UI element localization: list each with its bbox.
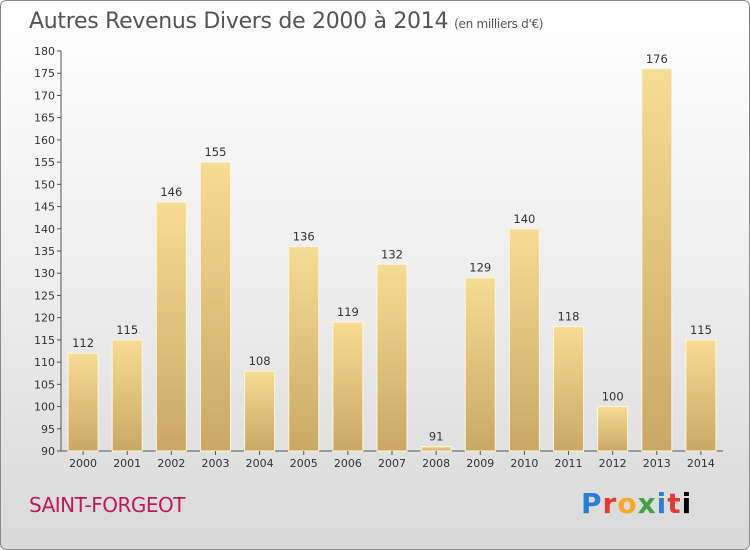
bar: [420, 446, 452, 452]
y-tick-label: 90: [41, 445, 55, 458]
bar-value-label: 100: [602, 390, 624, 404]
y-tick-label: 145: [34, 201, 55, 214]
y-tick-label: 170: [34, 89, 55, 102]
y-tick-label: 175: [34, 67, 55, 80]
bar-value-label: 146: [160, 185, 182, 199]
bar: [199, 161, 231, 452]
x-tick-label: 2010: [510, 457, 538, 470]
bar: [685, 339, 717, 452]
bar-value-label: 176: [646, 52, 668, 66]
y-tick-label: 115: [34, 334, 55, 347]
bar: [508, 228, 540, 452]
bar-value-label: 108: [249, 354, 271, 368]
y-tick-label: 130: [34, 267, 55, 280]
y-tick-label: 180: [34, 45, 55, 58]
bar-value-label: 129: [469, 261, 491, 275]
bar-value-label: 118: [558, 310, 580, 324]
x-tick-label: 2014: [687, 457, 715, 470]
chart-title: Autres Revenus Divers de 2000 à 2014 (en …: [29, 9, 543, 34]
x-tick-label: 2003: [201, 457, 229, 470]
x-tick-label: 2006: [334, 457, 362, 470]
bar: [641, 68, 673, 452]
y-tick-label: 165: [34, 112, 55, 125]
y-tick-label: 160: [34, 134, 55, 147]
x-tick-label: 2005: [290, 457, 318, 470]
location-label: SAINT-FORGEOT: [29, 493, 185, 517]
y-tick-label: 120: [34, 312, 55, 325]
bar-value-label: 91: [429, 430, 444, 444]
x-tick-label: 2004: [246, 457, 274, 470]
y-tick-label: 100: [34, 401, 55, 414]
bar: [597, 406, 629, 452]
proxiti-logo: Proxiti: [581, 487, 693, 520]
bar-value-label: 119: [337, 305, 359, 319]
x-tick-label: 2012: [599, 457, 627, 470]
bar: [111, 339, 143, 452]
bar: [155, 201, 187, 452]
chart-title-text: Autres Revenus Divers de 2000 à 2014: [29, 9, 449, 34]
y-tick-label: 125: [34, 289, 55, 302]
y-tick-label: 95: [41, 423, 55, 436]
bar: [288, 246, 320, 452]
bar: [332, 321, 364, 452]
bar-value-label: 132: [381, 247, 403, 261]
y-tick-label: 110: [34, 356, 55, 369]
y-tick-label: 150: [34, 178, 55, 191]
bar-value-label: 136: [293, 230, 315, 244]
x-tick-label: 2008: [422, 457, 450, 470]
x-tick-label: 2007: [378, 457, 406, 470]
y-tick-label: 105: [34, 378, 55, 391]
x-tick-label: 2011: [555, 457, 583, 470]
bar: [376, 263, 408, 452]
x-tick-label: 2002: [157, 457, 185, 470]
bar: [244, 370, 276, 452]
x-tick-label: 2000: [69, 457, 97, 470]
bar: [464, 277, 496, 452]
x-tick-label: 2013: [643, 457, 671, 470]
bar-value-label: 112: [72, 336, 94, 350]
y-tick-label: 135: [34, 245, 55, 258]
bar: [553, 326, 585, 452]
bar-value-label: 115: [116, 323, 138, 337]
bar-value-label: 115: [690, 323, 712, 337]
bar: [67, 352, 99, 452]
bar-value-label: 140: [513, 212, 535, 226]
chart-subtitle: (en milliers d'€): [454, 17, 544, 31]
y-tick-label: 140: [34, 223, 55, 236]
x-tick-label: 2001: [113, 457, 141, 470]
x-tick-label: 2009: [466, 457, 494, 470]
y-tick-label: 155: [34, 156, 55, 169]
bar-value-label: 155: [204, 145, 226, 159]
